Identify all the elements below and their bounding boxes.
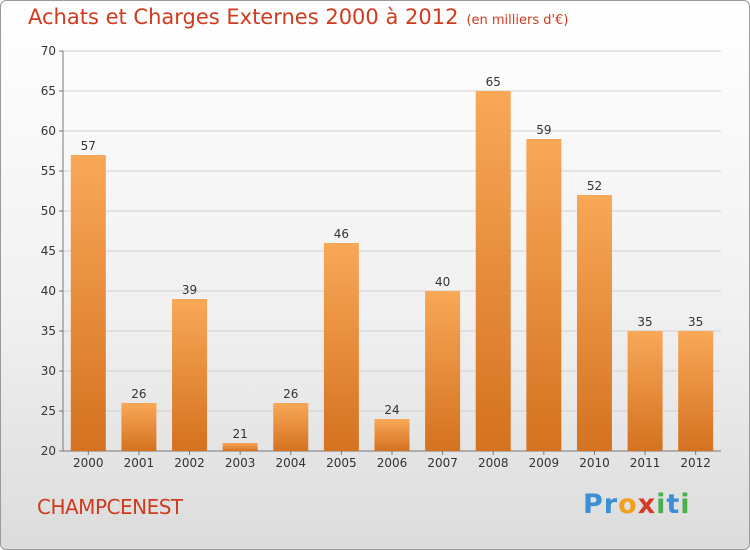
bars: [70, 91, 714, 451]
x-tick-label-2003: 2003: [225, 456, 256, 470]
bar-2003: [222, 443, 258, 451]
bar-2000: [70, 155, 106, 451]
data-label-2009: 59: [536, 123, 551, 137]
x-tick-label-2001: 2001: [124, 456, 155, 470]
x-tick-label-2000: 2000: [73, 456, 104, 470]
chart-title: Achats et Charges Externes 2000 à 2012 (e…: [28, 5, 568, 29]
y-tick-label: 30: [41, 364, 56, 378]
data-label-2012: 35: [688, 315, 703, 329]
x-tick-label-2005: 2005: [326, 456, 357, 470]
y-tick-label: 35: [41, 324, 56, 338]
x-tick-label-2010: 2010: [579, 456, 610, 470]
labels: 20 25 30 35 40 45 50 55 60 65 70 57 2000 26 2001 39 2002…: [41, 44, 711, 470]
logo-letter: P: [583, 489, 604, 520]
chart-subtitle: (en milliers d'€): [466, 13, 569, 28]
data-label-2002: 39: [182, 283, 197, 297]
logo-letter: i: [680, 489, 691, 520]
bar-2006: [374, 419, 410, 451]
y-tick-label: 50: [41, 204, 56, 218]
x-tick-label-2012: 2012: [680, 456, 711, 470]
bar-2009: [526, 139, 562, 451]
bar-2008: [475, 91, 511, 451]
data-label-2003: 21: [233, 427, 248, 441]
y-tick-label: 65: [41, 84, 56, 98]
x-tick-label-2008: 2008: [478, 456, 509, 470]
y-tick-label: 40: [41, 284, 56, 298]
data-label-2007: 40: [435, 275, 450, 289]
x-tick-label-2006: 2006: [377, 456, 408, 470]
bar-2011: [627, 331, 663, 451]
y-tick-label: 60: [41, 124, 56, 138]
data-label-2004: 26: [283, 387, 298, 401]
y-tick-label: 70: [41, 44, 56, 58]
bar-2001: [121, 403, 157, 451]
x-tick-label-2009: 2009: [529, 456, 560, 470]
bar-2004: [273, 403, 309, 451]
data-label-2010: 52: [587, 179, 602, 193]
y-tick-label: 55: [41, 164, 56, 178]
data-label-2011: 35: [637, 315, 652, 329]
bar-2012: [678, 331, 714, 451]
chart-title-text: Achats et Charges Externes 2000 à 2012: [28, 5, 459, 29]
bar-2007: [425, 291, 461, 451]
logo-letter: x: [637, 489, 657, 520]
y-tick-label: 45: [41, 244, 56, 258]
data-label-2006: 24: [384, 403, 399, 417]
data-label-2000: 57: [81, 139, 96, 153]
x-tick-label-2002: 2002: [174, 456, 205, 470]
x-tick-label-2011: 2011: [630, 456, 661, 470]
bar-2002: [172, 299, 208, 451]
bar-2010: [576, 195, 612, 451]
data-label-2005: 46: [334, 227, 349, 241]
logo-letter: o: [618, 489, 638, 520]
bar-2005: [323, 243, 359, 451]
y-tick-label: 25: [41, 404, 56, 418]
logo-letter: t: [666, 489, 681, 520]
x-tick-label-2004: 2004: [275, 456, 306, 470]
proxiti-logo: Proxiti: [583, 489, 691, 520]
commune-name: CHAMPCENEST: [37, 495, 183, 519]
axes: [59, 50, 721, 455]
logo-letter: i: [656, 489, 667, 520]
data-label-2008: 65: [486, 75, 501, 89]
data-label-2001: 26: [131, 387, 146, 401]
x-tick-label-2007: 2007: [427, 456, 458, 470]
y-tick-label: 20: [41, 444, 56, 458]
grid-lines: [63, 50, 721, 452]
logo-letter: r: [603, 489, 619, 520]
